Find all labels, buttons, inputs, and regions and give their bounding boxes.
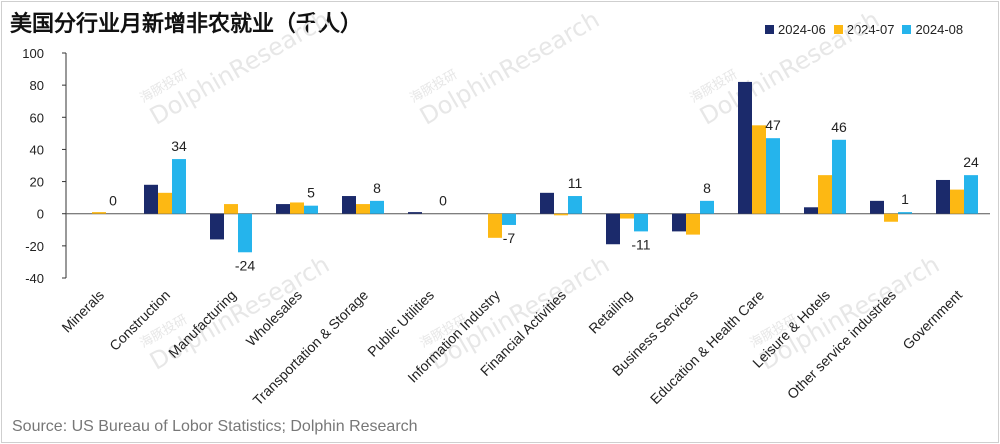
bar-2024-06 [342, 196, 356, 214]
bar-2024-06 [408, 212, 422, 214]
bar-2024-07 [950, 189, 964, 214]
bar-2024-08 [568, 196, 582, 214]
legend-item-2024-06: 2024-06 [765, 22, 826, 37]
data-label: 46 [831, 119, 847, 135]
data-label: 5 [307, 185, 315, 201]
watermark-en: DolphinResearch [755, 250, 944, 375]
y-tick-label: 60 [30, 110, 44, 125]
source-note: Source: US Bureau of Lobor Statistics; D… [12, 418, 418, 435]
bar-2024-08 [700, 200, 714, 214]
data-label: 24 [963, 154, 979, 170]
legend-item-2024-07: 2024-07 [833, 22, 895, 37]
bar-2024-06 [870, 200, 884, 214]
bar-2024-07 [224, 204, 238, 214]
x-tick-label: Education & Health Care [647, 287, 767, 407]
x-tick-label: Retailing [585, 287, 635, 337]
bar-2024-08 [766, 138, 780, 214]
watermark-en: DolphinResearch [425, 250, 614, 375]
bar-2024-06 [738, 81, 752, 214]
bar-2024-08 [634, 213, 648, 232]
bar-2024-06 [540, 192, 554, 214]
bar-2024-07 [752, 125, 766, 214]
bar-2024-07 [818, 175, 832, 214]
bar-2024-08 [370, 200, 384, 214]
bar-2024-06 [210, 213, 224, 240]
data-label: 8 [373, 180, 381, 196]
data-label: 1 [901, 191, 909, 207]
legend-label-2024-07: 2024-07 [846, 22, 895, 37]
x-tick-label: Government [899, 287, 965, 353]
bar-2024-07 [356, 204, 370, 214]
watermark-en: DolphinResearch [145, 5, 334, 130]
bar-2024-06 [804, 207, 818, 214]
bar-2024-08 [898, 212, 912, 214]
legend-item-2024-08: 2024-08 [902, 22, 963, 37]
data-label: -11 [631, 236, 650, 252]
legend-swatch-2024-07 [833, 25, 843, 34]
bar-2024-06 [144, 184, 158, 214]
chart-legend: 2024-06 2024-07 2024-08 [765, 22, 971, 37]
bar-2024-07 [92, 212, 106, 214]
bar-2024-07 [620, 213, 634, 219]
bar-2024-08 [238, 213, 252, 253]
bar-2024-07 [290, 202, 304, 214]
bar-2024-06 [672, 213, 686, 232]
bar-2024-07 [488, 213, 502, 238]
bar-2024-06 [606, 213, 620, 245]
y-tick-label: 0 [37, 207, 44, 222]
legend-swatch-2024-08 [902, 25, 912, 34]
bar-2024-06 [276, 204, 290, 214]
watermark-en: DolphinResearch [695, 5, 884, 130]
bar-2024-07 [884, 213, 898, 222]
y-tick-label: 100 [22, 46, 44, 61]
watermark-en: DolphinResearch [415, 5, 604, 130]
bar-2024-07 [686, 213, 700, 235]
y-tick-label: 20 [30, 175, 44, 190]
legend-swatch-2024-06 [765, 25, 774, 34]
legend-label-2024-08: 2024-08 [915, 22, 964, 37]
data-label: 0 [109, 193, 117, 209]
data-label: 11 [568, 175, 583, 191]
chart-title: 美国分行业月新增非农就业（千人） [10, 12, 363, 37]
data-label: 34 [171, 138, 187, 154]
bar-2024-06 [936, 179, 950, 214]
legend-label-2024-06: 2024-06 [778, 22, 826, 37]
y-tick-label: -20 [25, 239, 44, 254]
bar-2024-08 [502, 213, 516, 225]
bar-2024-08 [172, 159, 186, 214]
data-label: 47 [765, 117, 781, 133]
data-label: -24 [235, 257, 255, 273]
bar-2024-08 [964, 175, 978, 214]
bar-2024-07 [158, 192, 172, 214]
y-tick-label: 40 [30, 142, 44, 157]
data-label: 0 [439, 193, 447, 209]
data-label: 8 [703, 180, 711, 196]
bar-2024-08 [832, 139, 846, 214]
x-tick-label: Minerals [58, 287, 107, 336]
y-tick-label: -40 [25, 271, 44, 286]
data-label: -7 [503, 230, 516, 246]
y-tick-label: 80 [30, 78, 44, 93]
bar-2024-08 [304, 205, 318, 214]
bar-2024-07 [554, 213, 568, 216]
